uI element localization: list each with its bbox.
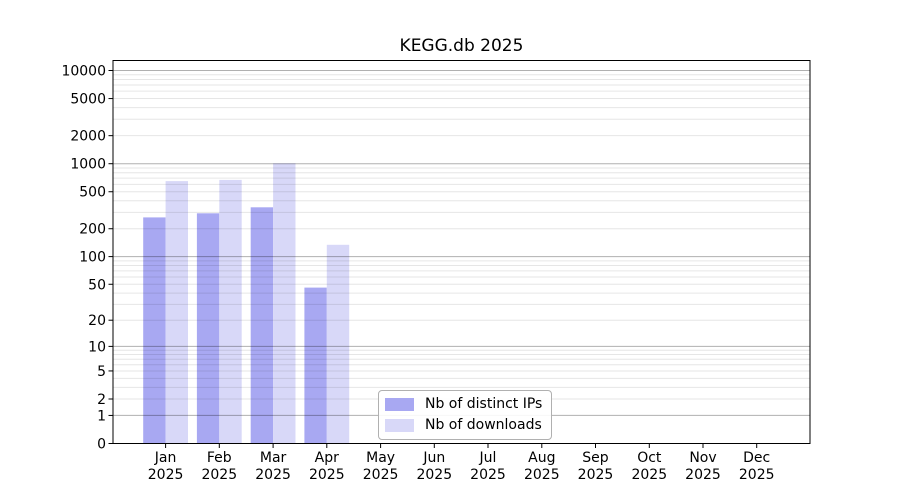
x-tick-label-year: 2025 [631, 467, 667, 483]
x-tick-label-month: Nov [689, 450, 716, 466]
bar-apr-distinct-ips [304, 287, 327, 444]
y-tick-label: 0 [97, 437, 106, 453]
y-tick-label: 2 [97, 392, 106, 408]
chart-title: KEGG.db 2025 [400, 36, 524, 56]
y-tick-label: 5 [97, 364, 106, 380]
x-tick-label-year: 2025 [416, 467, 452, 483]
legend-item-downloads: Nb of downloads [385, 416, 542, 435]
bar-mar-downloads [273, 163, 296, 444]
y-tick-label: 10000 [61, 64, 106, 80]
x-tick-label-year: 2025 [578, 467, 614, 483]
x-tick-label-month: Dec [743, 450, 770, 466]
bar-feb-distinct-ips [196, 213, 220, 444]
legend: Nb of distinct IPs Nb of downloads [378, 390, 553, 440]
x-tick-label-month: Jul [479, 450, 497, 466]
x-tick-label-month: Aug [528, 450, 555, 466]
legend-label-distinct-ips: Nb of distinct IPs [425, 396, 543, 412]
grid-group [113, 70, 810, 416]
bar-mar-distinct-ips [250, 207, 274, 444]
y-tick-label: 20 [88, 313, 106, 329]
x-tick-label-month: Sep [582, 450, 609, 466]
x-tick-label-year: 2025 [685, 467, 721, 483]
legend-swatch-distinct-ips [385, 398, 414, 411]
x-tick-label-month: Jun [422, 450, 445, 466]
bars-group [143, 163, 350, 444]
x-tick-label-year: 2025 [470, 467, 506, 483]
x-tick-label-month: May [366, 450, 395, 466]
x-tick-label-month: Oct [637, 450, 662, 466]
x-tick-label-year: 2025 [148, 467, 184, 483]
x-tick-label-year: 2025 [201, 467, 237, 483]
plot-frame [112, 60, 811, 444]
y-tick-label: 1000 [70, 157, 106, 173]
y-tick-label: 50 [88, 277, 106, 293]
bar-apr-downloads [326, 244, 350, 444]
x-tick-label-month: Jan [154, 450, 177, 466]
y-tick-label: 2000 [70, 129, 106, 145]
legend-swatch-downloads [385, 419, 414, 432]
legend-item-distinct-ips: Nb of distinct IPs [385, 395, 542, 414]
x-tick-label-month: Apr [315, 450, 339, 466]
x-tick-label-year: 2025 [309, 467, 345, 483]
x-tick-label-month: Mar [260, 450, 287, 466]
x-tick-label-month: Feb [207, 450, 232, 466]
x-tick-label-year: 2025 [739, 467, 775, 483]
x-tick-label-year: 2025 [363, 467, 399, 483]
y-tick-label: 100 [79, 250, 106, 266]
axes-group: 012510205010020050010002000500010000Jan2… [61, 60, 811, 483]
y-tick-label: 5000 [70, 92, 106, 108]
y-tick-label: 200 [79, 222, 106, 238]
bar-jan-downloads [165, 181, 188, 444]
x-tick-label-year: 2025 [255, 467, 291, 483]
bar-feb-downloads [219, 179, 242, 444]
legend-label-downloads: Nb of downloads [425, 417, 542, 433]
bar-jan-distinct-ips [143, 217, 166, 444]
y-tick-label: 500 [79, 185, 106, 201]
y-tick-label: 1 [97, 408, 106, 424]
y-tick-label: 10 [88, 339, 106, 355]
x-tick-label-year: 2025 [524, 467, 560, 483]
